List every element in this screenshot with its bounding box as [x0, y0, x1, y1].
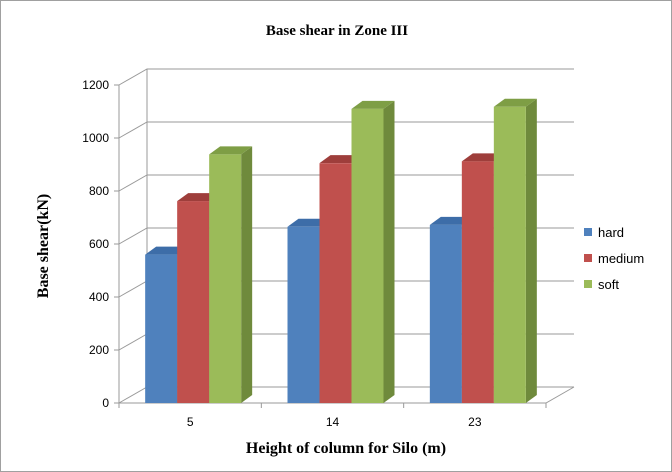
bar-front [351, 108, 384, 403]
legend-label-hard: hard [598, 225, 624, 240]
y-axis-ticks: 0 200 400 600 800 1000 1200 [82, 78, 109, 410]
legend-swatch-hard [584, 228, 592, 236]
bar-top [209, 146, 253, 155]
bar-front [287, 226, 320, 403]
y-tick-label: 600 [89, 237, 109, 251]
bar-soft-5 [209, 146, 253, 403]
y-tick-label: 800 [89, 184, 109, 198]
chart-title: Base shear in Zone III [266, 23, 408, 39]
gridline [118, 121, 574, 139]
legend-swatch-medium [584, 254, 592, 262]
x-tick-label: 14 [326, 415, 340, 429]
legend-swatch-soft [584, 280, 592, 288]
bar-top [493, 98, 537, 107]
y-tick-label: 1000 [82, 131, 109, 145]
y-tick-label: 400 [89, 290, 109, 304]
gridline [118, 174, 574, 192]
bar-front [209, 154, 242, 403]
bar-soft-23 [493, 98, 537, 403]
bar-side [241, 146, 253, 403]
bar-side [525, 98, 537, 403]
x-tick-label: 23 [468, 415, 482, 429]
bar-top [351, 100, 395, 109]
bars [145, 98, 537, 403]
x-tick-label: 5 [187, 415, 194, 429]
bar-front [429, 224, 462, 403]
y-tick-label: 1200 [82, 78, 109, 92]
bar-side [383, 100, 395, 403]
legend-label-medium: medium [598, 251, 644, 266]
legend-label-soft: soft [598, 277, 619, 292]
bar-soft-14 [351, 100, 395, 403]
x-axis-ticks: 5 14 23 [118, 403, 547, 429]
x-axis-title: Height of column for Silo (m) [246, 440, 446, 457]
bar-front [177, 201, 210, 403]
y-axis-title: Base shear(kN) [35, 194, 52, 298]
bar-front [461, 161, 494, 403]
y-tick-label: 0 [102, 396, 109, 410]
bar-front [145, 254, 178, 403]
y-tick-label: 200 [89, 343, 109, 357]
gridline [118, 68, 574, 86]
legend: hard medium soft [584, 225, 644, 292]
bar-front [319, 163, 352, 403]
bar-front [493, 106, 526, 403]
